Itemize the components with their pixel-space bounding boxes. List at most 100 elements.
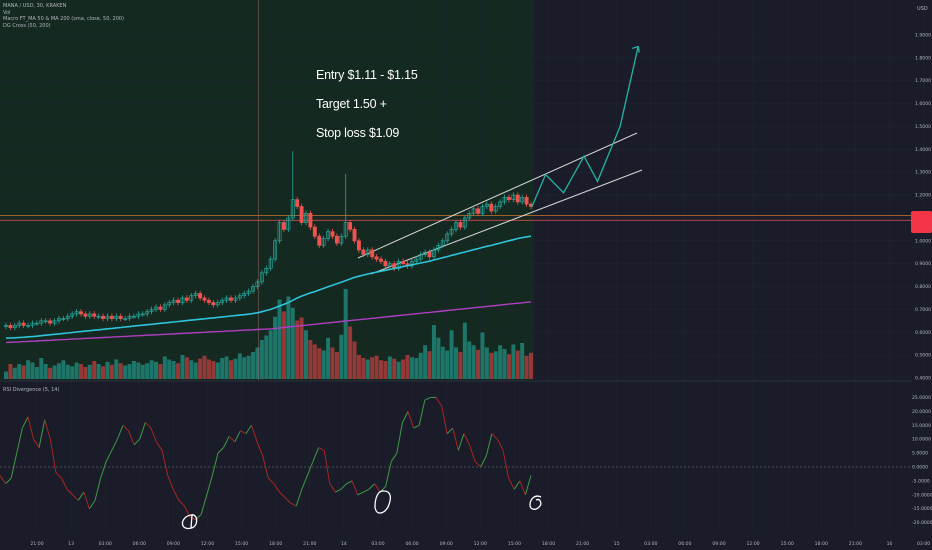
volume-bar-78 [348,326,353,379]
volume-bar-14 [65,364,70,379]
volume-bar-82 [365,359,370,379]
price-tick-label-1: 1.8000 [915,55,931,61]
candle-body-75 [334,235,339,244]
rsi-segment-46 [251,425,258,443]
rsi-segment-16 [83,491,90,509]
legend-vol[interactable]: Vol [3,9,11,16]
candle-body-51 [229,297,233,301]
rsi-tick-label-5: 0.0000 [912,465,928,471]
time-tick-label-8: 21:00 [303,541,316,547]
legend-dg[interactable]: DG Cross (50, 200) [3,22,51,29]
candle-body-32 [145,311,150,315]
volume-bar-9 [43,364,48,379]
volume-bar-118 [524,355,529,379]
volume-bar-57 [255,347,260,379]
price-tick-label-5: 1.4000 [915,147,931,153]
rsi-segment-15 [77,491,85,501]
time-tick-label-19: 06:00 [678,541,691,547]
volume-bar-63 [281,311,286,379]
volume-bar-115 [511,344,516,379]
price-tick-label-14: 0.5000 [915,353,931,359]
volume-bar-39 [176,363,181,379]
rsi-segment-77 [424,396,431,401]
candle-body-52 [233,297,238,301]
legend-ma[interactable]: Macro FT_MA 50 & MA 200 (sma, close, 50,… [3,16,125,23]
time-tick-label-2: 03:00 [99,541,112,547]
candle-body-31 [140,313,145,316]
rsi-segment-90 [497,438,504,451]
time-tick-label-15: 18:00 [542,541,555,547]
rsi-segment-45 [245,424,252,434]
volume-bar-111 [493,351,498,379]
candle-body-74 [330,231,335,237]
stop-annotation: Stop loss $1.09 [316,126,400,140]
rsi-tick-label-7: -10.0000 [912,492,932,498]
time-tick-label-21: 12:00 [746,541,759,547]
candle-body-108 [480,206,485,214]
candle-body-82 [365,249,370,255]
time-tick-label-5: 12:00 [201,541,214,547]
candle-body-56 [251,286,256,292]
volume-bar-86 [383,361,388,379]
volume-bar-90 [401,359,406,379]
rsi-segment-88 [485,433,493,456]
rsi-segment-40 [217,447,224,454]
circle-2 [374,490,391,514]
candle-body-0 [4,325,8,327]
time-tick-label-17: 15 [614,541,620,547]
volume-bar-58 [259,340,264,379]
volume-bar-38 [171,361,176,379]
rsi-segment-91 [502,450,510,479]
rsi-segment-72 [396,422,403,454]
volume-bar-40 [180,355,185,379]
time-tick-label-18: 03:00 [644,541,657,547]
target-annotation: Target 1.50 + [316,97,387,111]
rsi-segment-8 [38,419,46,448]
volume-bar-2 [12,367,17,379]
candle-body-97 [431,249,436,258]
candle-body-9 [43,320,48,323]
time-tick-label-24: 21:00 [849,541,862,547]
candle-body-18 [83,313,88,317]
rsi-panel-label[interactable]: RSI Divergence (5, 14) [3,387,60,393]
time-tick-label-26: 03:00 [917,541,930,547]
volume-bar-72 [321,350,326,379]
time-tick-label-10: 03:00 [371,541,384,547]
volume-bar-89 [396,361,401,379]
rsi-segment-47 [256,441,264,457]
candle-body-15 [70,313,75,317]
candle-body-102 [454,222,458,230]
time-tick-label-20: 09:00 [712,541,725,547]
rsi-segment-10 [49,439,57,473]
candle-body-41 [184,297,189,301]
rsi-segment-39 [211,452,219,476]
rsi-segment-55 [301,475,308,490]
price-tick-label-12: 0.7000 [915,307,931,313]
current-price-tag[interactable] [911,211,932,233]
candle-body-43 [193,293,198,297]
candle-body-115 [511,194,516,200]
rsi-segment-32 [172,489,180,501]
legend-symbol[interactable]: MANA / USD, 30, KRAKEN [3,3,67,9]
candle-body-49 [220,299,225,303]
rsi-segment-2 [5,477,12,485]
time-axis: 21:00 13 03:00 06:00 09:00 12:00 15:00 18:00 21:… [30,541,930,547]
volume-bar-44 [198,358,203,379]
volume-bar-45 [202,355,207,379]
volume-bar-27 [123,365,128,379]
candle-body-86 [383,261,388,267]
rsi-segment-66 [363,488,370,493]
rsi-segment-23 [122,424,129,432]
candle-body-69 [308,213,313,228]
history-highlight-region [0,0,534,380]
candle-body-73 [326,231,331,239]
rsi-segment-38 [206,475,213,495]
candle-body-76 [339,235,344,244]
rsi-segment-29 [156,441,163,451]
rsi-segment-63 [346,480,353,485]
candle-body-47 [211,302,216,306]
price-tick-label-6: 1.3000 [915,170,931,176]
time-tick-label-0: 21:00 [30,541,43,547]
volume-bar-49 [220,358,225,379]
